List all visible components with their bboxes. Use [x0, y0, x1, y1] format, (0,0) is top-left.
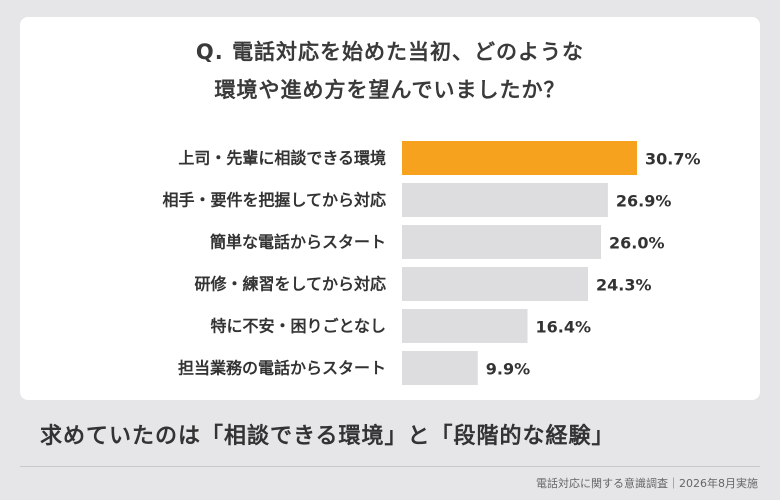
chart-card: Q. 電話対応を始めた当初、どのような 環境や進め方を望んでいましたか？ 上司・… [20, 17, 760, 400]
bar [402, 141, 637, 175]
bar [402, 267, 589, 301]
value-label: 30.7% [645, 150, 701, 169]
category-label: 担当業務の電話からスタート [178, 359, 386, 378]
footer-divider [20, 466, 760, 467]
chart-title-line-2: 環境や進め方を望んでいましたか？ [214, 78, 566, 102]
category-label: 特に不安・困りごとなし [210, 317, 386, 336]
conclusion-text: 求めていたのは「相談できる環境」と「段階的な経験」 [40, 424, 615, 449]
category-label: 研修・練習をしてから対応 [194, 275, 386, 294]
value-label: 26.9% [616, 192, 672, 211]
category-label: 上司・先輩に相談できる環境 [178, 149, 386, 168]
category-label: 簡単な電話からスタート [209, 233, 386, 252]
category-label: 相手・要件を把握してから対応 [162, 191, 386, 210]
value-label: 26.0% [609, 234, 665, 253]
bar [402, 225, 602, 259]
bar-chart: 上司・先輩に相談できる環境 30.7% 相手・要件を把握してから対応 26.9% 簡単な… [162, 141, 701, 385]
bar [402, 309, 528, 343]
chart-title: Q. 電話対応を始めた当初、どのような 環境や進め方を望んでいましたか？ [20, 33, 760, 109]
value-label: 24.3% [596, 276, 652, 295]
source-note: 電話対応に関する意識調査｜2026年8月実施 [536, 477, 758, 490]
value-label: 9.9% [486, 360, 530, 379]
bar [402, 351, 478, 385]
chart-title-line-1: Q. 電話対応を始めた当初、どのような [195, 40, 585, 64]
value-label: 16.4% [536, 318, 592, 337]
bar [402, 183, 608, 217]
